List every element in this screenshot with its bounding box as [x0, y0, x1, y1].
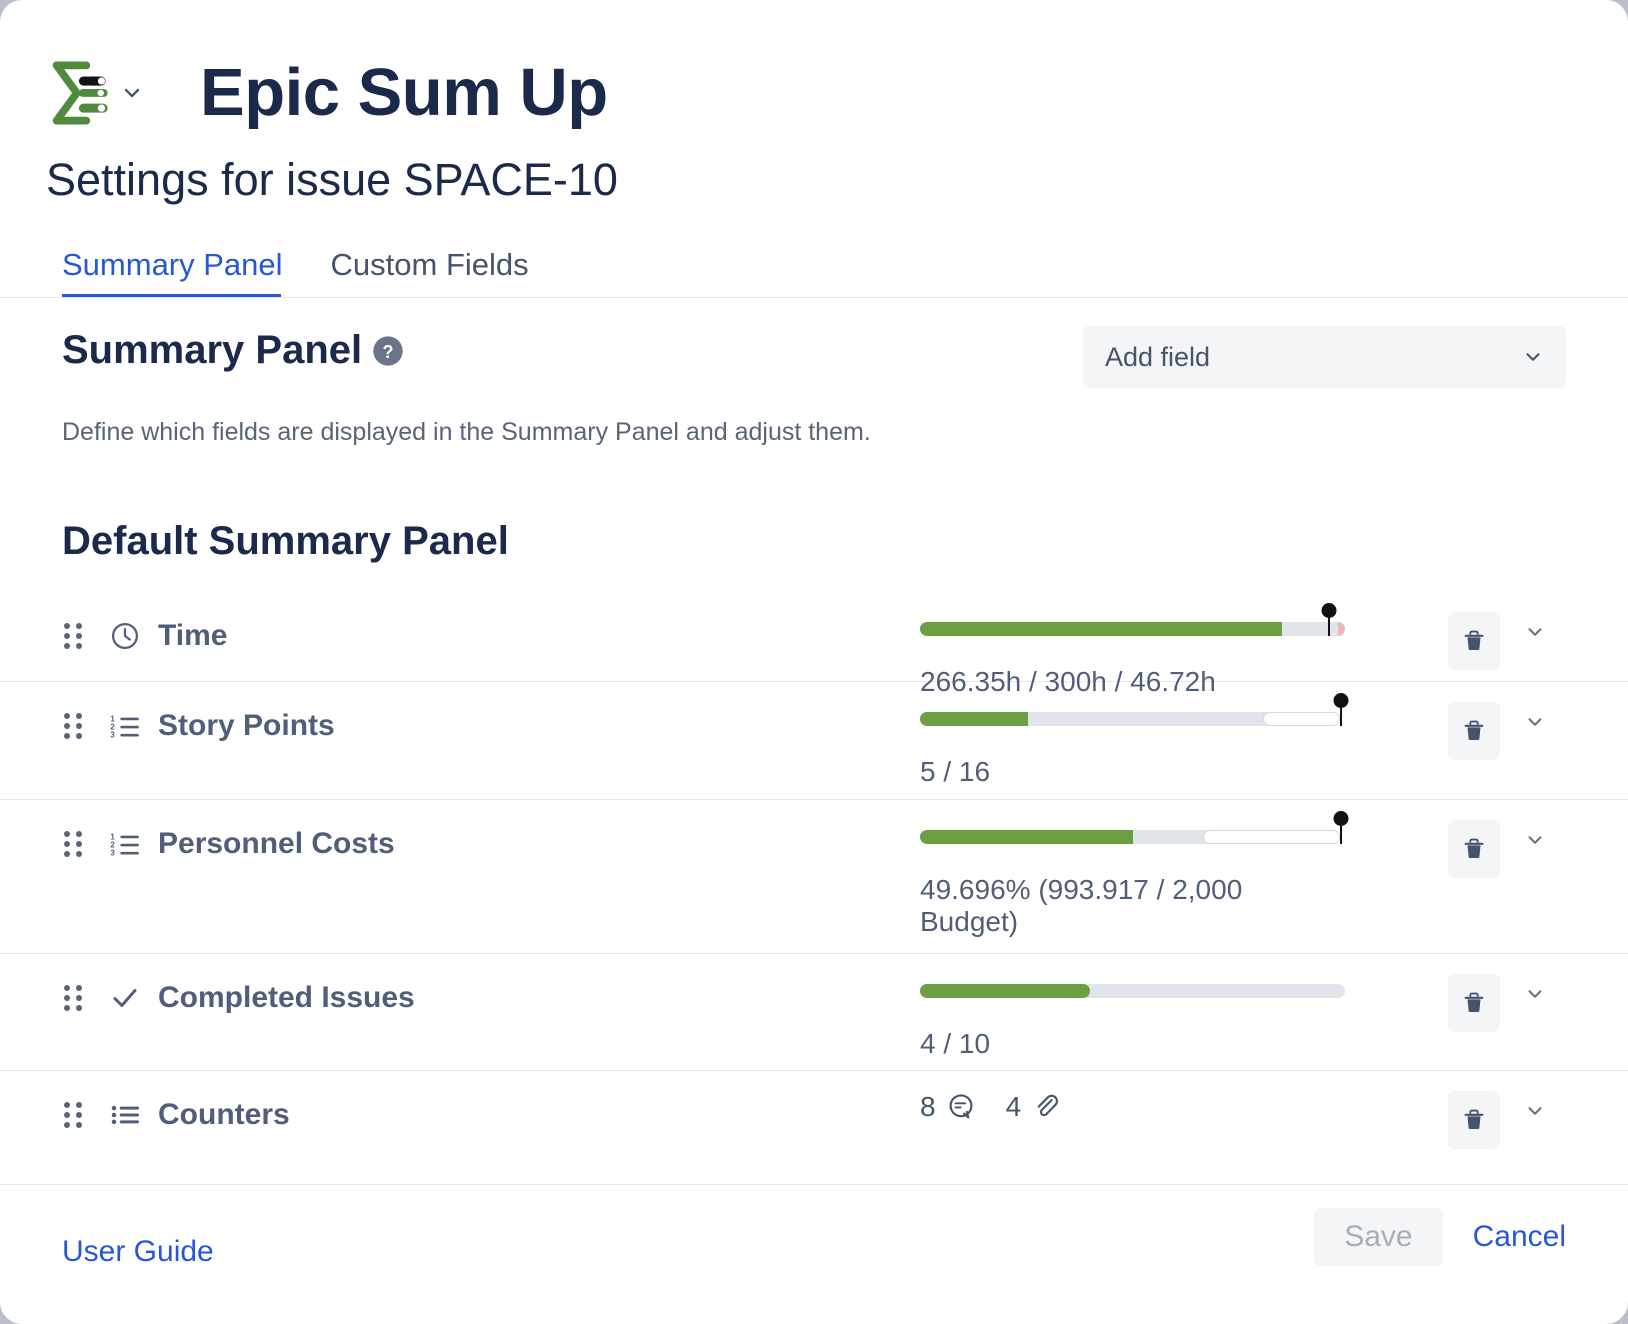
svg-text:3: 3	[110, 849, 115, 858]
svg-text:3: 3	[110, 731, 115, 740]
svg-text:?: ?	[383, 342, 394, 362]
